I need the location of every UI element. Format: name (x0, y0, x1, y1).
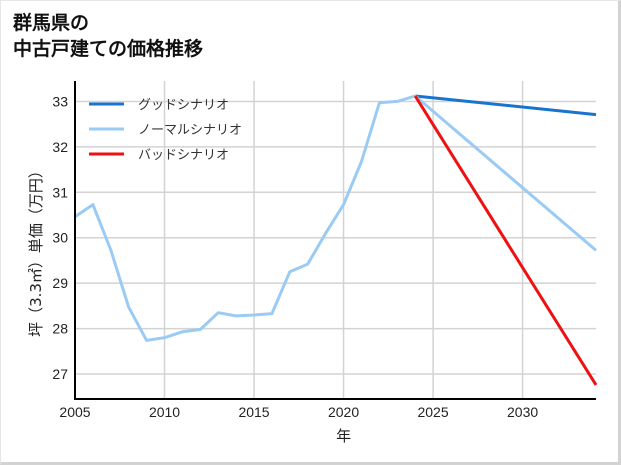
legend-label: バッドシナリオ (138, 148, 229, 163)
legend-label: グッドシナリオ (138, 98, 229, 113)
legend-item-normal: ノーマルシナリオ (89, 123, 242, 138)
y-tick-label: 29 (52, 275, 68, 291)
chart-title-line1: 群馬県の (13, 12, 90, 34)
legend-label: ノーマルシナリオ (138, 123, 242, 138)
x-axis-label: 年 (336, 427, 351, 445)
series-line-normal (74, 94, 597, 342)
y-axis-label: 坪（3.3㎡）単価（万円） (27, 163, 45, 337)
chart-title-line2: 中古戸建ての価格推移 (13, 38, 204, 60)
series-line-good (415, 94, 597, 117)
x-tick-label: 2010 (149, 404, 180, 420)
x-tick-label: 2005 (59, 404, 90, 420)
axes (74, 81, 596, 400)
series-line-bad (413, 95, 598, 386)
x-tick-labels: 2005 2010 2015 2020 2025 2030 (59, 404, 538, 420)
chart-title: 群馬県の 中古戸建ての価格推移 (13, 10, 203, 62)
y-tick-label: 33 (52, 93, 68, 109)
y-tick-label: 28 (52, 321, 68, 337)
x-tick-label: 2015 (238, 404, 269, 420)
y-tick-label: 31 (52, 184, 68, 200)
y-tick-label: 30 (52, 230, 68, 246)
legend-item-good: グッドシナリオ (89, 98, 229, 113)
series-lines (74, 94, 598, 386)
x-tick-label: 2030 (507, 404, 538, 420)
x-tick-label: 2020 (328, 404, 359, 420)
y-tick-label: 27 (52, 366, 68, 382)
legend-item-bad: バッドシナリオ (89, 148, 229, 163)
y-tick-labels: 27 28 29 30 31 32 33 (52, 93, 68, 382)
y-tick-label: 32 (52, 139, 68, 155)
x-tick-label: 2025 (417, 404, 448, 420)
